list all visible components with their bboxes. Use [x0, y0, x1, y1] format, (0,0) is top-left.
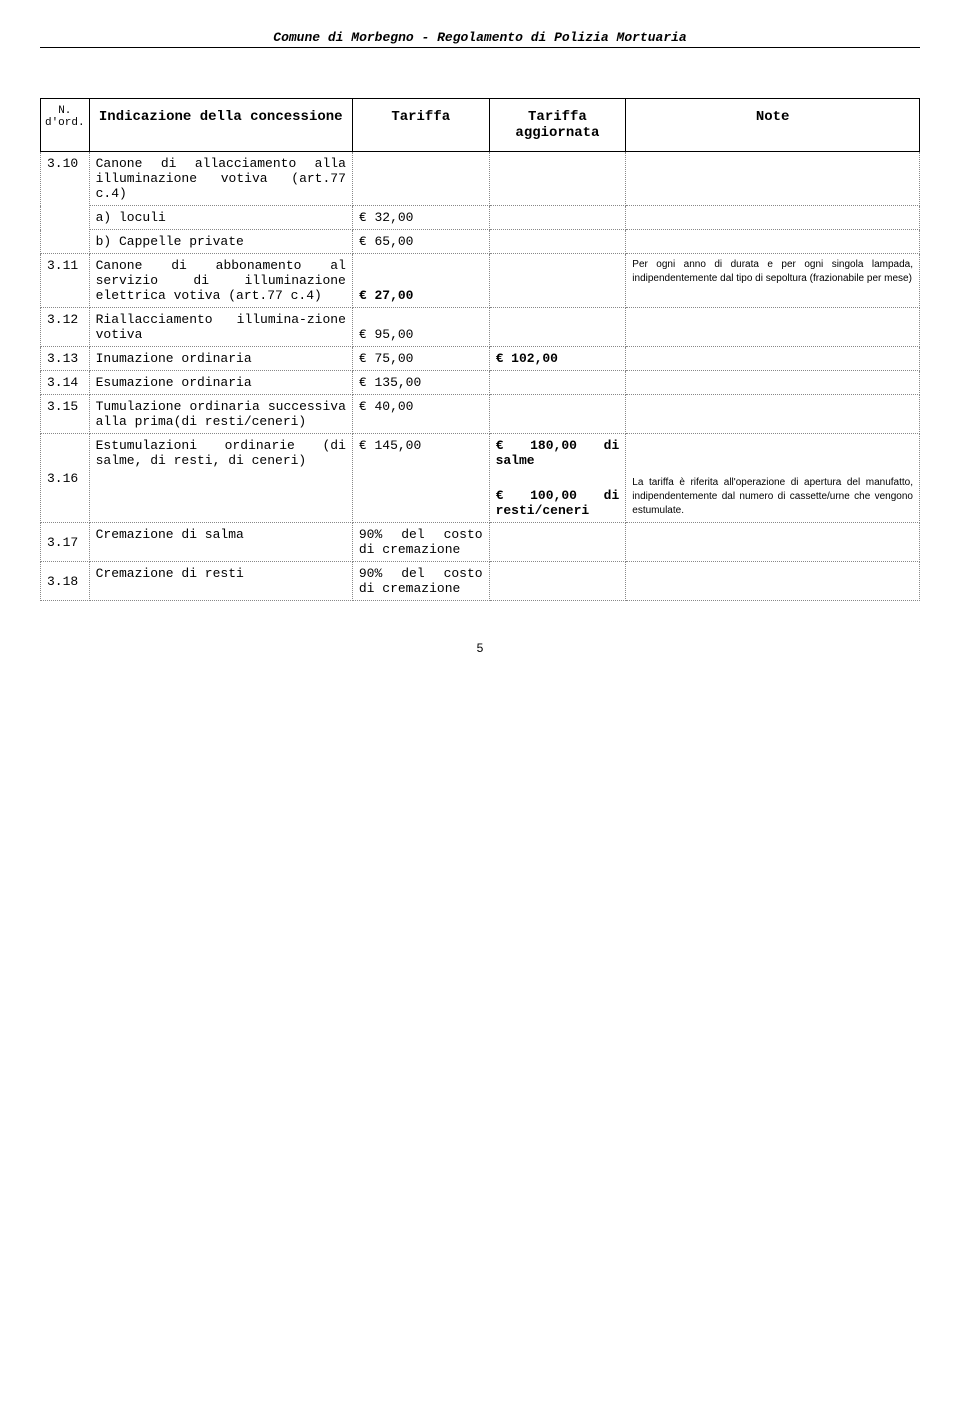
- table-row: 3.17 Cremazione di salma 90% del costo d…: [41, 523, 920, 562]
- cell-ind: Canone di allacciamento alla illuminazio…: [89, 152, 352, 206]
- cell-note: La tariffa è riferita all'operazione di …: [626, 434, 920, 523]
- cell-tar: € 32,00: [352, 206, 489, 230]
- cell-tar: € 135,00: [352, 371, 489, 395]
- table-row: 3.11 Canone di abbonamento al servizio d…: [41, 254, 920, 308]
- table-row: 3.10 Canone di allacciamento alla illumi…: [41, 152, 920, 206]
- cell-agg: [489, 562, 626, 601]
- cell-ord: 3.17: [41, 523, 90, 562]
- cell-note: [626, 308, 920, 347]
- cell-ind: Canone di abbonamento al servizio di ill…: [89, 254, 352, 308]
- cell-agg-line2: € 100,00 di resti/ceneri: [496, 488, 620, 518]
- cell-tar: 90% del costo di cremazione: [352, 562, 489, 601]
- cell-ind: Cremazione di resti: [89, 562, 352, 601]
- cell-note: [626, 523, 920, 562]
- cell-agg: [489, 395, 626, 434]
- cell-agg: € 180,00 di salme € 100,00 di resti/cene…: [489, 434, 626, 523]
- tariff-table: N. d'ord. Indicazione della concessione …: [40, 98, 920, 601]
- col-ind: Indicazione della concessione: [89, 99, 352, 152]
- cell-tar: € 145,00: [352, 434, 489, 523]
- cell-ind: Riallacciamento illumina-zione votiva: [89, 308, 352, 347]
- cell-ord: 3.13: [41, 347, 90, 371]
- cell-note: [626, 152, 920, 206]
- table-row: 3.16 Estumulazioni ordinarie (di salme, …: [41, 434, 920, 523]
- cell-agg: [489, 230, 626, 254]
- table-row: 3.18 Cremazione di resti 90% del costo d…: [41, 562, 920, 601]
- cell-agg: [489, 152, 626, 206]
- cell-note: [626, 347, 920, 371]
- cell-note: [626, 371, 920, 395]
- col-agg: Tariffa aggiornata: [489, 99, 626, 152]
- table-row: 3.13 Inumazione ordinaria € 75,00 € 102,…: [41, 347, 920, 371]
- cell-agg: € 102,00: [489, 347, 626, 371]
- table-row: a) loculi € 32,00: [41, 206, 920, 230]
- page-header: Comune di Morbegno - Regolamento di Poli…: [40, 30, 920, 48]
- cell-ind: b) Cappelle private: [89, 230, 352, 254]
- col-ord: N. d'ord.: [41, 99, 90, 152]
- cell-note: [626, 230, 920, 254]
- cell-ind: a) loculi: [89, 206, 352, 230]
- cell-tar: € 27,00: [352, 254, 489, 308]
- cell-ind: Inumazione ordinaria: [89, 347, 352, 371]
- cell-ord: 3.11: [41, 254, 90, 308]
- cell-ord: 3.16: [41, 434, 90, 523]
- table-row: 3.15 Tumulazione ordinaria successiva al…: [41, 395, 920, 434]
- cell-ind: Tumulazione ordinaria successiva alla pr…: [89, 395, 352, 434]
- cell-ord: 3.15: [41, 395, 90, 434]
- cell-agg: [489, 254, 626, 308]
- cell-note: [626, 395, 920, 434]
- cell-tar: 90% del costo di cremazione: [352, 523, 489, 562]
- cell-note: [626, 206, 920, 230]
- cell-ord: 3.10: [41, 152, 90, 254]
- cell-tar: € 95,00: [352, 308, 489, 347]
- cell-ord: 3.18: [41, 562, 90, 601]
- page-number: 5: [40, 641, 920, 655]
- cell-ord: 3.12: [41, 308, 90, 347]
- cell-tar: [352, 152, 489, 206]
- col-note: Note: [626, 99, 920, 152]
- cell-agg-line1: € 180,00 di salme: [496, 438, 620, 468]
- cell-ind: Estumulazioni ordinarie (di salme, di re…: [89, 434, 352, 523]
- table-row: b) Cappelle private € 65,00: [41, 230, 920, 254]
- cell-agg: [489, 523, 626, 562]
- col-tar: Tariffa: [352, 99, 489, 152]
- cell-note: Per ogni anno di durata e per ogni singo…: [626, 254, 920, 308]
- cell-agg: [489, 206, 626, 230]
- cell-agg: [489, 308, 626, 347]
- cell-tar: € 65,00: [352, 230, 489, 254]
- cell-tar: € 40,00: [352, 395, 489, 434]
- table-header-row: N. d'ord. Indicazione della concessione …: [41, 99, 920, 152]
- cell-tar: € 75,00: [352, 347, 489, 371]
- cell-ind: Cremazione di salma: [89, 523, 352, 562]
- cell-ind: Esumazione ordinaria: [89, 371, 352, 395]
- table-row: 3.12 Riallacciamento illumina-zione voti…: [41, 308, 920, 347]
- cell-ord: 3.14: [41, 371, 90, 395]
- cell-note: [626, 562, 920, 601]
- table-row: 3.14 Esumazione ordinaria € 135,00: [41, 371, 920, 395]
- cell-agg: [489, 371, 626, 395]
